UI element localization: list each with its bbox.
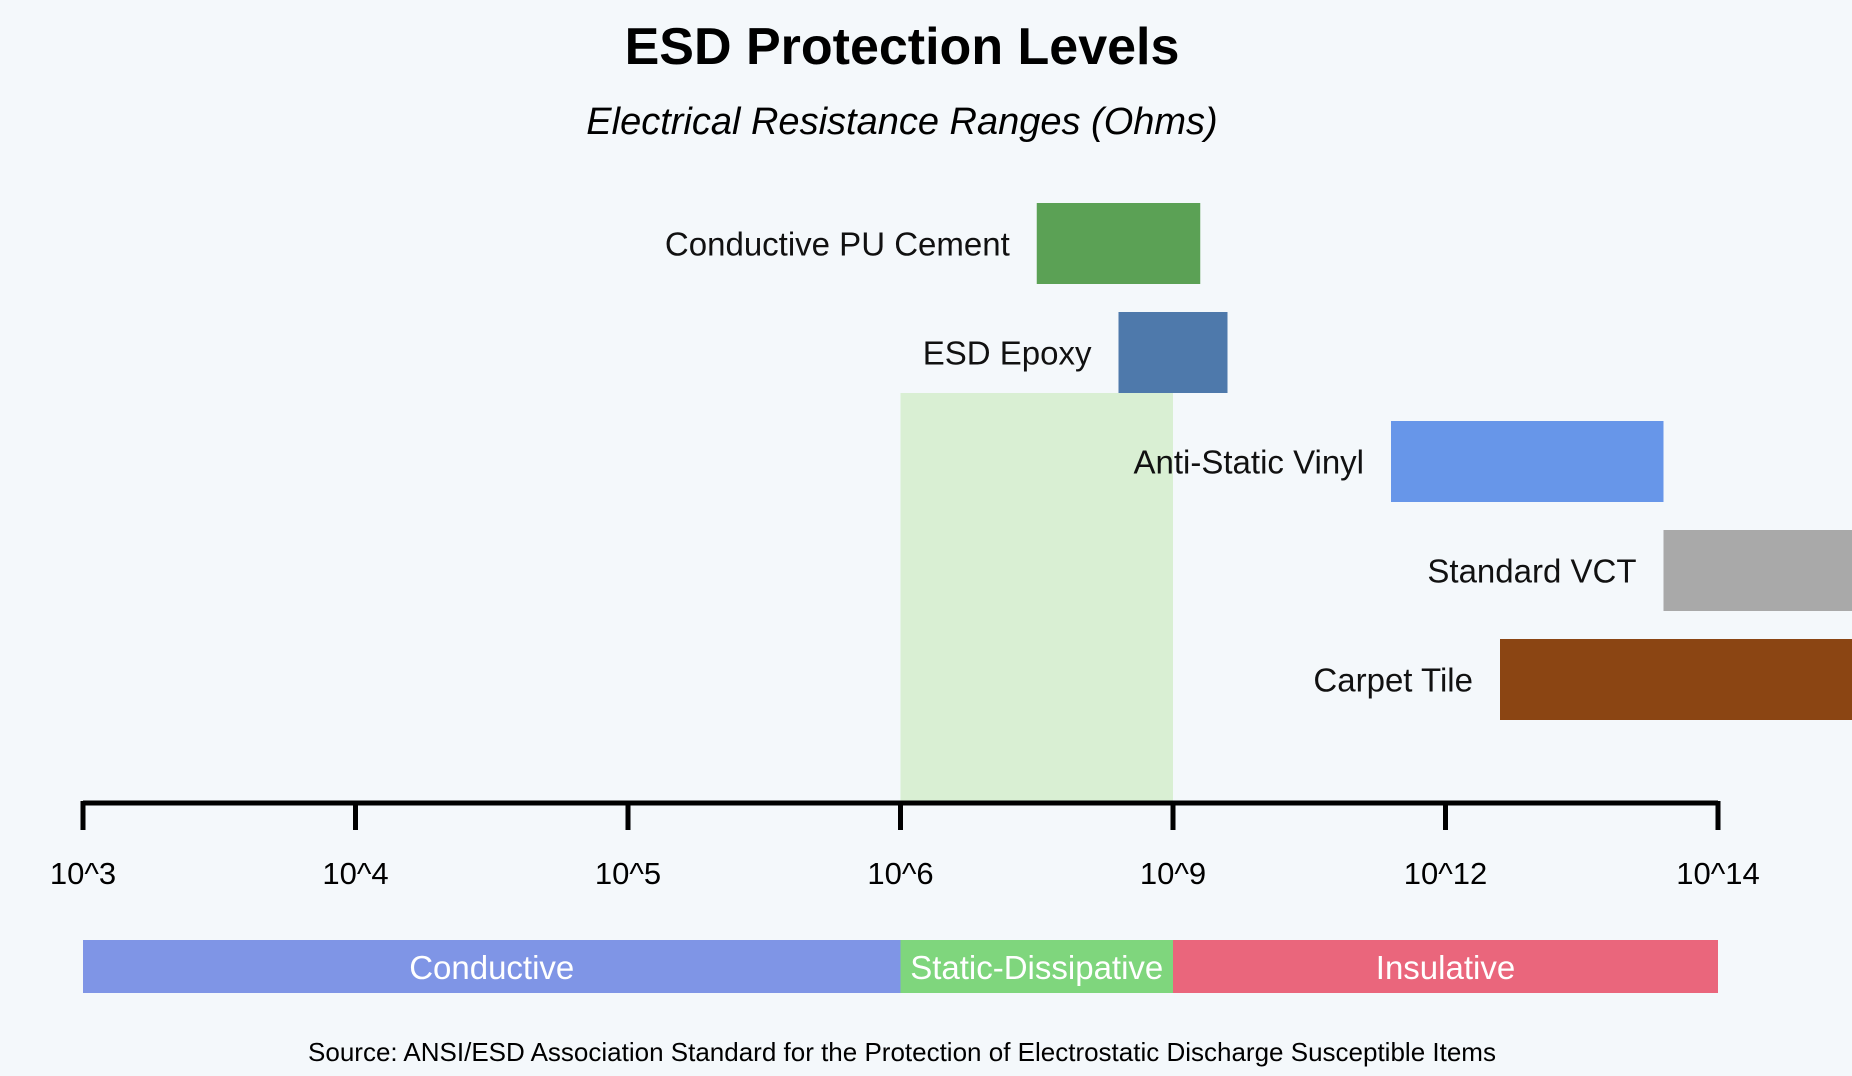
bar-label: Carpet Tile [1313,662,1473,699]
bar-label: Anti-Static Vinyl [1134,444,1364,481]
zone-bar [1173,940,1718,993]
chart-title: ESD Protection Levels [625,18,1180,76]
bar-label: Conductive PU Cement [665,226,1010,263]
range-bar [1391,421,1664,502]
static-dissipative-band [900,393,1173,803]
bar-label: ESD Epoxy [923,335,1092,372]
x-tick-label: 10^5 [595,856,661,891]
x-tick-label: 10^14 [1676,856,1760,891]
x-tick-label: 10^9 [1140,856,1206,891]
zone-bar [900,940,1173,993]
x-tick-label: 10^12 [1404,856,1488,891]
bar-label: Standard VCT [1427,553,1636,590]
x-tick-label: 10^4 [322,856,388,891]
zone-label: Insulative [1376,949,1515,986]
x-tick-label: 10^3 [50,856,116,891]
x-tick-label: 10^6 [867,856,933,891]
zone-bar [83,940,901,993]
zone-label: Conductive [409,949,574,986]
chart-subtitle: Electrical Resistance Ranges (Ohms) [586,101,1217,143]
range-bar [1663,530,1852,611]
range-bar [1500,639,1852,720]
range-bar [1036,203,1201,284]
source-note: Source: ANSI/ESD Association Standard fo… [308,1037,1496,1067]
zone-label: Static-Dissipative [910,949,1163,986]
range-bar [1118,312,1228,393]
